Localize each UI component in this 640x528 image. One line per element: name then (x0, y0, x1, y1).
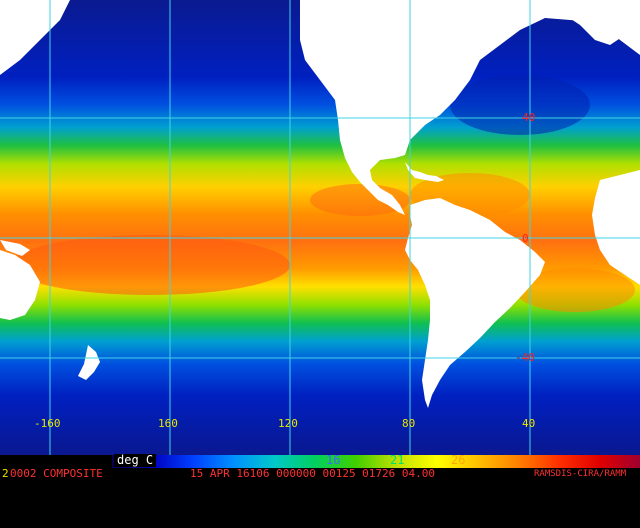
lon-label-160: 160 (158, 417, 178, 430)
lon-label-80: 80 (402, 417, 415, 430)
gulf-stream-cool (450, 75, 590, 135)
lat-lon-grid (0, 0, 640, 455)
lon-label-40: 40 (522, 417, 535, 430)
footer-date-info: 15 APR 16106 000000 00125 01726 04.00 (190, 467, 436, 480)
lat-label-40n: 40 (522, 111, 535, 124)
africa (592, 170, 640, 285)
unit-label: deg C (114, 454, 157, 467)
north-america (300, 0, 640, 215)
new-zealand (78, 345, 100, 380)
indonesia-islands (0, 240, 30, 256)
color-scale-bar (112, 455, 640, 468)
lon-label-120: 120 (278, 417, 298, 430)
lat-label-40s: -40 (515, 351, 535, 364)
legend-tick-16: 16 (326, 453, 341, 467)
south-america (405, 198, 545, 408)
caribbean-islands (405, 162, 444, 182)
lat-label-0: 0 (522, 232, 529, 245)
color-legend: deg C 16 21 26 (0, 453, 640, 468)
longitude-labels: -160 160 120 80 40 (34, 417, 535, 430)
image-info-footer: 2 0002 COMPOSITE 15 APR 16106 000000 001… (0, 468, 640, 480)
greenland (555, 0, 640, 45)
australia (0, 250, 40, 320)
land-masses (0, 0, 640, 408)
legend-tick-26: 26 (451, 453, 466, 467)
south-atlantic-warm (515, 268, 635, 312)
footer-composite-label: 0002 COMPOSITE (10, 467, 103, 480)
eurasia-northwest (0, 0, 70, 75)
western-pacific-warm-pool (10, 235, 290, 295)
legend-tick-21: 21 (390, 453, 405, 467)
latitude-labels: 40 0 -40 (515, 111, 535, 364)
footer-source-credit: RAMSDIS-CIRA/RAMM (534, 469, 627, 479)
sst-map-canvas: 40 0 -40 -160 160 120 80 40 (0, 0, 640, 455)
lon-label-160w: -160 (34, 417, 61, 430)
footer-prefix-digit: 2 (2, 467, 9, 480)
sst-map: 40 0 -40 -160 160 120 80 40 (0, 0, 640, 455)
